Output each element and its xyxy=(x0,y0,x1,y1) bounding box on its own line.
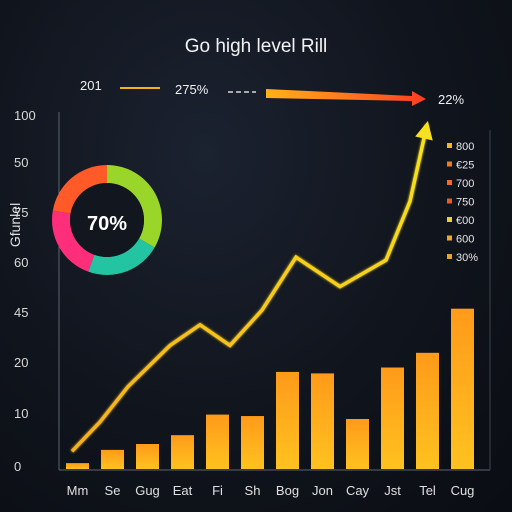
top-annotation-right: 22% xyxy=(438,92,464,107)
top-trend-arrow xyxy=(266,89,426,106)
bar-4 xyxy=(206,414,229,469)
legend-marker-1 xyxy=(447,161,452,167)
legend-label-0: 800 xyxy=(456,141,474,153)
legend-marker-5 xyxy=(447,235,452,241)
y-tick-label: 10 xyxy=(14,406,28,421)
y-tick-label: 45 xyxy=(14,305,28,320)
legend-marker-4 xyxy=(447,217,452,222)
trend-line xyxy=(70,124,429,453)
y-tick-label: 50 xyxy=(14,155,28,170)
trend-line-arrowhead xyxy=(415,120,433,141)
top-annotation-left: 201 xyxy=(80,78,102,93)
y-tick-label: 100 xyxy=(14,108,36,123)
x-tick-label: Cug xyxy=(451,483,475,498)
y-tick-label: 75 xyxy=(14,205,28,220)
legend: 800 €25 700 750 €00 600 30% xyxy=(447,141,478,264)
y-axis-label: Gfunlel xyxy=(7,203,23,247)
donut-hole xyxy=(70,183,144,257)
x-tick-label: Tel xyxy=(419,483,436,498)
x-tick-label: Jon xyxy=(312,483,333,498)
x-tick-label: Mm xyxy=(67,483,89,498)
legend-label-5: 600 xyxy=(456,234,474,246)
bar-10 xyxy=(416,352,439,469)
donut-segment-2 xyxy=(52,210,95,272)
legend-label-4: €00 xyxy=(456,215,474,227)
x-tick-label: Jst xyxy=(384,483,401,498)
legend-label-2: 700 xyxy=(456,178,474,190)
y-tick-label: 60 xyxy=(14,255,28,270)
donut-segment-1 xyxy=(88,238,155,275)
donut-segment-0 xyxy=(107,165,162,248)
legend-marker-2 xyxy=(447,180,452,185)
legend-label-3: 750 xyxy=(456,197,474,209)
bar-2 xyxy=(136,443,159,469)
bar-1 xyxy=(101,449,124,469)
bar-7 xyxy=(311,373,334,469)
donut-label: 70% xyxy=(87,213,127,235)
legend-marker-6 xyxy=(447,254,452,259)
donut-chart xyxy=(52,165,162,275)
top-annotation-middle: 275% xyxy=(175,82,209,97)
bar-3 xyxy=(171,435,194,469)
bar-series xyxy=(66,308,474,469)
x-tick-label: Gug xyxy=(135,483,160,498)
legend-label-1: €25 xyxy=(456,160,474,172)
chart-title: Go high level Rill xyxy=(185,36,328,57)
legend-label-6: 30% xyxy=(456,252,478,264)
legend-marker-0 xyxy=(447,143,452,148)
line-series xyxy=(70,120,433,453)
x-tick-label: Se xyxy=(105,483,121,498)
x-tick-label: Fi xyxy=(212,483,223,498)
donut-segment-3 xyxy=(52,165,107,214)
bar-0 xyxy=(66,463,89,469)
bar-6 xyxy=(276,371,299,469)
x-tick-labels: Mm Se Gug Eat Fi Sh Bog Jon Cay Jst Tel Cug xyxy=(67,483,475,498)
y-tick-label: 20 xyxy=(14,355,28,370)
x-tick-label: Sh xyxy=(245,483,261,498)
bar-11 xyxy=(451,308,474,469)
bar-9 xyxy=(381,367,404,469)
y-tick-label: 0 xyxy=(14,459,21,474)
bar-5 xyxy=(241,416,264,469)
x-tick-label: Bog xyxy=(276,483,299,498)
x-tick-label: Cay xyxy=(346,483,370,498)
x-tick-label: Eat xyxy=(173,483,193,498)
bar-8 xyxy=(346,418,369,469)
legend-marker-3 xyxy=(447,198,452,204)
y-tick-labels: 0 10 20 45 60 75 50 100 xyxy=(14,108,36,474)
